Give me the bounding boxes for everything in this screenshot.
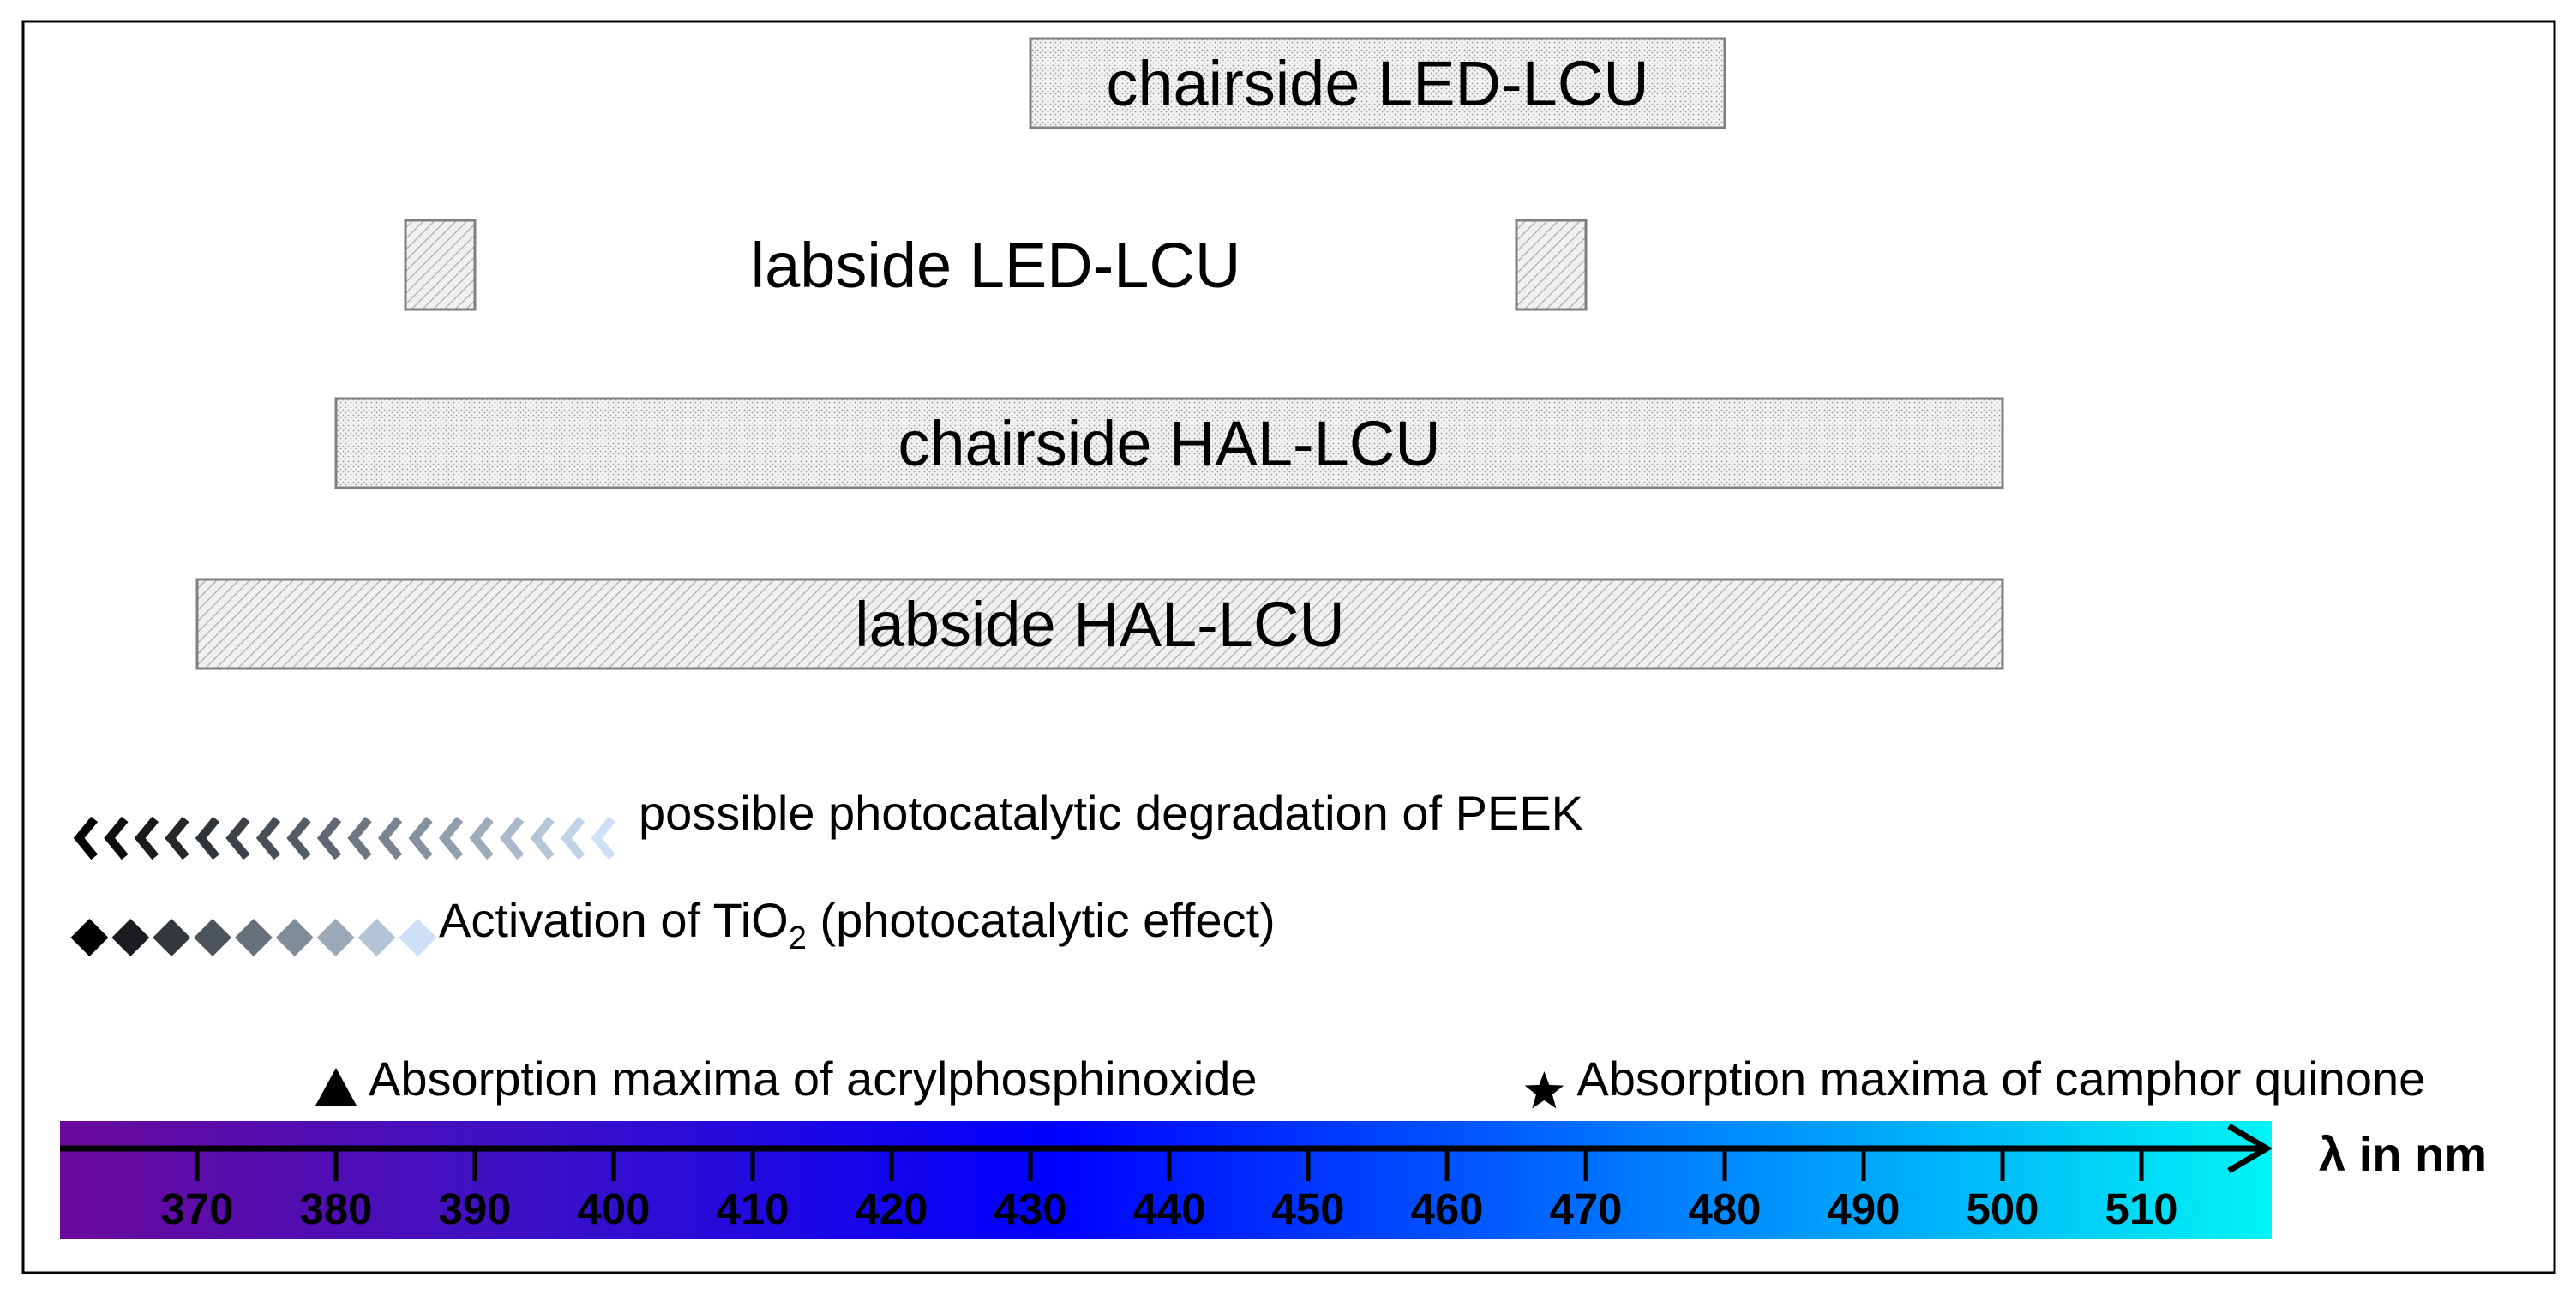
chevron-left-icon [255,816,281,860]
axis-tick-label: 500 [1966,1184,2039,1233]
axis-tick-label: 490 [1827,1184,1900,1233]
chevron-left-icon [225,816,250,860]
axis-tick-label: 460 [1410,1184,1483,1233]
range-bar [404,219,477,311]
axis-unit-label: λ in nm [2319,1127,2487,1181]
diamond-icon [70,919,109,956]
tio2-label-suffix: (photocatalytic effect) [807,893,1276,947]
chevron-left-icon [134,816,159,860]
absorption-markers: Absorption maxima of acrylphosphinoxide A… [315,1052,2425,1109]
chevron-left-icon [438,816,464,860]
axis-tick-label: 400 [577,1184,650,1233]
axis-tick-label: 380 [299,1184,372,1233]
tio2-label-prefix: Activation of TiO [439,893,789,947]
diamond-icon [399,919,437,956]
chevron-left-icon [591,816,615,860]
diamond-icon [234,919,273,956]
chevron-left-icon [377,816,403,860]
diamond-icon [357,919,396,956]
range-bars: chairside LED-LCU labside LED-LCU chairsid… [195,37,2004,670]
wavelength-axis: 370 380 390 400 410 420 430 440 450 460 470 480 490 5… [60,1121,2487,1239]
axis-tick-label: 470 [1549,1184,1622,1233]
chevron-left-icon [408,816,433,860]
spectrum-band [60,1121,2272,1239]
diamond-icon [275,919,314,956]
chevron-left-icon [561,816,585,860]
diamond-icon [194,919,232,956]
gradient-indicators: possible photocatalytic degradation of P… [70,786,1583,956]
axis-tick-label: 480 [1688,1184,1761,1233]
axis-tick-label: 430 [994,1184,1066,1233]
axis-tick-label: 510 [2105,1184,2177,1233]
diamond-icon [316,919,355,956]
diamond-icon [111,919,150,956]
chevron-left-icon [347,816,372,860]
range-label: labside HAL-LCU [855,589,1345,660]
axis-tick-label: 410 [716,1184,789,1233]
range-label: chairside HAL-LCU [898,408,1440,479]
chevron-left-icon [469,816,494,860]
axis-tick-label: 440 [1132,1184,1205,1233]
range-bar [334,397,2004,489]
axis-ticks: 370 380 390 400 410 420 430 440 450 460 470 480 490 5… [160,1148,2178,1233]
absorption-label: Absorption maxima of acrylphosphinoxide [369,1052,1258,1106]
peek-degradation-label: possible photocatalytic degradation of P… [639,786,1583,840]
axis-tick-label: 450 [1271,1184,1344,1233]
absorption-label: Absorption maxima of camphor quinone [1576,1052,2425,1106]
range-label: labside LED-LCU [751,230,1241,301]
star-icon [1524,1071,1564,1109]
range-label: chairside LED-LCU [1106,48,1648,119]
chevron-left-icon [286,816,311,860]
range-bar [1029,37,1726,129]
range-bar [1515,219,1588,311]
chevron-left-icon [195,816,220,860]
chevron-left-icon [104,816,129,860]
axis-tick-label: 390 [438,1184,511,1233]
chevron-left-icon [499,816,525,860]
chevron-left-icon [316,816,342,860]
axis-tick-label: 370 [160,1184,233,1233]
tio2-activation-label: Activation of TiO2 (photocatalytic effec… [439,893,1276,956]
tio2-label-subscript: 2 [789,920,807,956]
axis-tick-label: 420 [855,1184,928,1233]
triangle-icon [315,1068,357,1106]
chevron-left-icon [73,816,99,860]
axis-arrow-head [2227,1123,2273,1174]
range-bar [195,578,2004,670]
chevron-left-icon [165,816,189,860]
diamond-icon [153,919,191,956]
chevron-left-icon [530,816,555,860]
